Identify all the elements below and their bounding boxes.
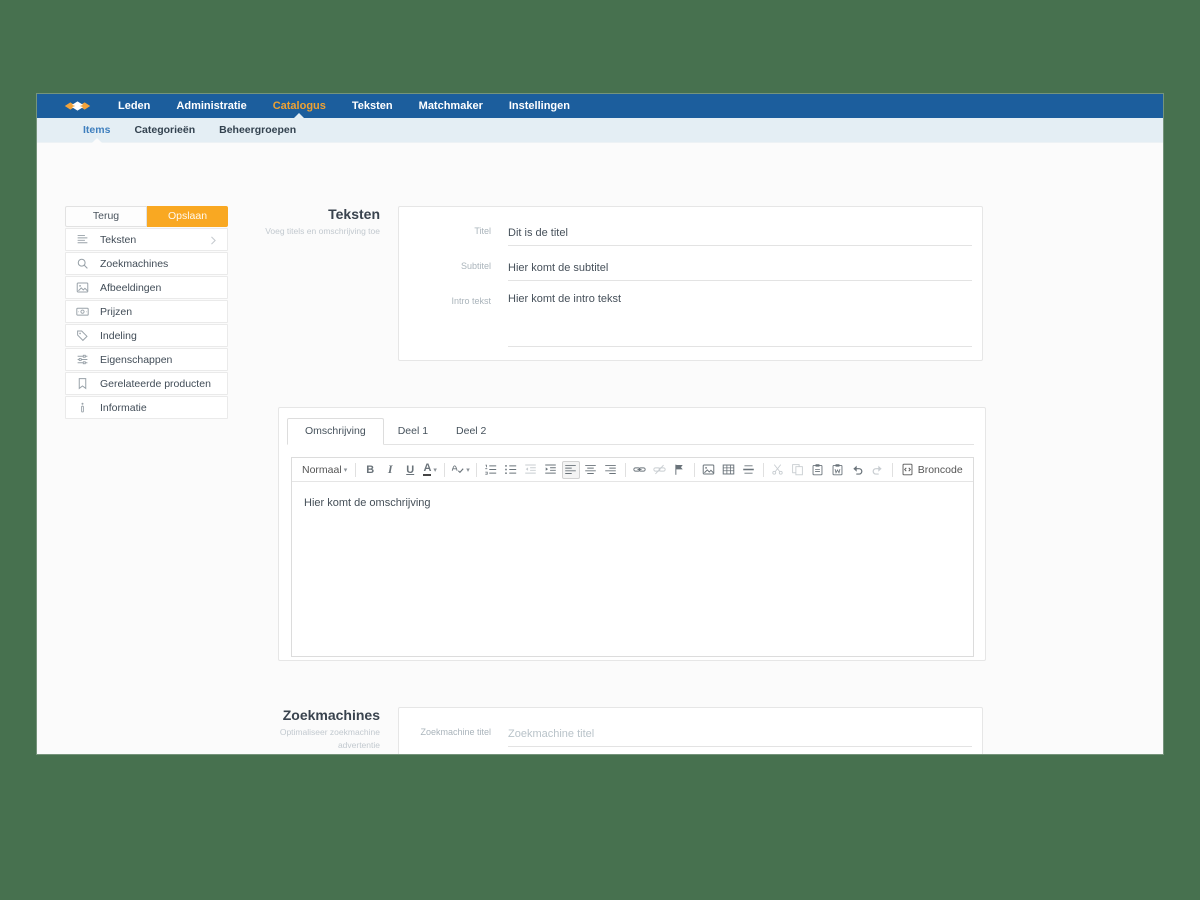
main-navbar: Leden Administratie Catalogus Teksten Ma… bbox=[37, 94, 1163, 118]
subnav-item-categorieen[interactable]: Categorieën bbox=[134, 123, 196, 136]
nav-item-instellingen[interactable]: Instellingen bbox=[508, 100, 570, 112]
section-subtitle-teksten: Voeg titels en omschrijving toe bbox=[265, 226, 380, 236]
redo-button[interactable] bbox=[869, 461, 887, 479]
sidebar-item-afbeeldingen[interactable]: Afbeeldingen bbox=[65, 276, 228, 299]
section-title-zoekmachines: Zoekmachines bbox=[282, 707, 380, 723]
image-icon bbox=[76, 280, 91, 295]
nav-item-administratie[interactable]: Administratie bbox=[176, 100, 247, 112]
underline-button[interactable]: U bbox=[406, 463, 415, 476]
info-icon bbox=[76, 400, 91, 415]
sidebar-item-zoekmachines[interactable]: Zoekmachines bbox=[65, 252, 228, 275]
teksten-card: Titel Subtitel Intro tekst Hier komt de … bbox=[398, 206, 983, 361]
zoekmachines-card: Zoekmachine titel Url Zoekmachine tekst bbox=[398, 707, 983, 754]
cut-button[interactable] bbox=[769, 461, 787, 479]
spellcheck-button[interactable]: ▾ bbox=[450, 461, 471, 479]
source-doc-icon bbox=[901, 463, 914, 476]
unlink-button[interactable] bbox=[651, 461, 669, 479]
anchor-flag-button[interactable] bbox=[671, 461, 689, 479]
editor-tabs: Omschrijving Deel 1 Deel 2 bbox=[287, 418, 974, 445]
editor-card: Omschrijving Deel 1 Deel 2 Normaal ▾ B bbox=[278, 407, 986, 661]
text-color-button[interactable]: A ▾ bbox=[423, 462, 437, 476]
app-window: Leden Administratie Catalogus Teksten Ma… bbox=[37, 94, 1163, 754]
paste-button[interactable] bbox=[809, 461, 827, 479]
editor-content[interactable]: Hier komt de omschrijving bbox=[304, 497, 431, 509]
format-dropdown[interactable]: Normaal ▾ bbox=[302, 463, 348, 476]
sidebar-item-prijzen[interactable]: Prijzen bbox=[65, 300, 228, 323]
tab-deel-1[interactable]: Deel 1 bbox=[397, 425, 429, 437]
nav-item-matchmaker[interactable]: Matchmaker bbox=[418, 100, 483, 112]
sidebar-item-informatie[interactable]: Informatie bbox=[65, 396, 228, 419]
subnav-item-items[interactable]: Items bbox=[71, 118, 122, 143]
money-icon bbox=[76, 304, 91, 319]
align-right-button[interactable] bbox=[602, 461, 620, 479]
content-area: Terug Opslaan Teksten Zoekmachines Afbee… bbox=[37, 143, 1163, 754]
indent-button[interactable] bbox=[542, 461, 560, 479]
link-button[interactable] bbox=[631, 461, 649, 479]
section-teksten: Teksten Voeg titels en omschrijving toe … bbox=[260, 206, 983, 361]
zoekmachine-titel-input[interactable] bbox=[508, 728, 972, 746]
sidebar-item-indeling[interactable]: Indeling bbox=[65, 324, 228, 347]
tab-omschrijving[interactable]: Omschrijving bbox=[287, 418, 384, 445]
sub-navbar: Items Categorieën Beheergroepen bbox=[37, 118, 1163, 143]
zoekmachine-titel-label: Zoekmachine titel bbox=[420, 727, 491, 737]
editor-toolbar: Normaal ▾ B I U A ▾ bbox=[292, 458, 973, 482]
search-icon bbox=[76, 256, 91, 271]
undo-button[interactable] bbox=[849, 461, 867, 479]
nav-item-catalogus[interactable]: Catalogus bbox=[260, 94, 339, 118]
section-title-teksten: Teksten bbox=[328, 206, 380, 222]
paste-from-word-button[interactable] bbox=[829, 461, 847, 479]
horizontal-rule-button[interactable] bbox=[740, 461, 758, 479]
section-zoekmachines: Zoekmachines Optimaliseer zoekmachine ad… bbox=[260, 707, 983, 754]
sidebar-item-eigenschappen[interactable]: Eigenschappen bbox=[65, 348, 228, 371]
nav-item-teksten[interactable]: Teksten bbox=[351, 100, 393, 112]
sidebar-item-gerelateerde-producten[interactable]: Gerelateerde producten bbox=[65, 372, 228, 395]
bookmark-icon bbox=[76, 376, 91, 391]
intro-tekst-label: Intro tekst bbox=[451, 296, 491, 306]
align-left-button[interactable] bbox=[561, 460, 580, 479]
unordered-list-button[interactable] bbox=[502, 461, 520, 479]
italic-button[interactable]: I bbox=[387, 462, 393, 476]
titel-label: Titel bbox=[474, 226, 491, 236]
subtitel-input[interactable] bbox=[508, 262, 972, 280]
sidebar: Terug Opslaan Teksten Zoekmachines Afbee… bbox=[65, 206, 228, 420]
tag-icon bbox=[76, 328, 91, 343]
sidebar-item-teksten[interactable]: Teksten bbox=[65, 228, 228, 251]
outdent-button[interactable] bbox=[522, 461, 540, 479]
bold-button[interactable]: B bbox=[366, 463, 375, 476]
align-center-button[interactable] bbox=[582, 461, 600, 479]
main-column: Teksten Voeg titels en omschrijving toe … bbox=[260, 143, 986, 754]
chevron-right-icon bbox=[207, 234, 219, 246]
nav-item-leden[interactable]: Leden bbox=[118, 100, 151, 112]
back-button[interactable]: Terug bbox=[65, 206, 147, 227]
richtext-editor: Normaal ▾ B I U A ▾ bbox=[291, 457, 974, 657]
tab-deel-2[interactable]: Deel 2 bbox=[456, 425, 487, 437]
ordered-list-button[interactable] bbox=[482, 461, 500, 479]
insert-image-button[interactable] bbox=[700, 461, 718, 479]
intro-tekst-textarea[interactable]: Hier komt de intro tekst bbox=[508, 293, 622, 305]
titel-input[interactable] bbox=[508, 227, 972, 245]
insert-table-button[interactable] bbox=[720, 461, 738, 479]
section-omschrijving: Omschrijving Deel 1 Deel 2 Normaal ▾ B bbox=[260, 407, 986, 661]
section-subtitle-zoekmachines: Optimaliseer zoekmachine advertentie bbox=[279, 727, 380, 750]
subtitel-label: Subtitel bbox=[460, 261, 491, 271]
source-code-button[interactable]: Broncode bbox=[897, 463, 967, 476]
text-lines-icon bbox=[76, 232, 91, 247]
save-button[interactable]: Opslaan bbox=[147, 206, 228, 227]
sliders-icon bbox=[76, 352, 91, 367]
subnav-item-beheergroepen[interactable]: Beheergroepen bbox=[219, 123, 297, 136]
copy-button[interactable] bbox=[789, 461, 807, 479]
brand-logo-icon[interactable] bbox=[64, 98, 91, 114]
